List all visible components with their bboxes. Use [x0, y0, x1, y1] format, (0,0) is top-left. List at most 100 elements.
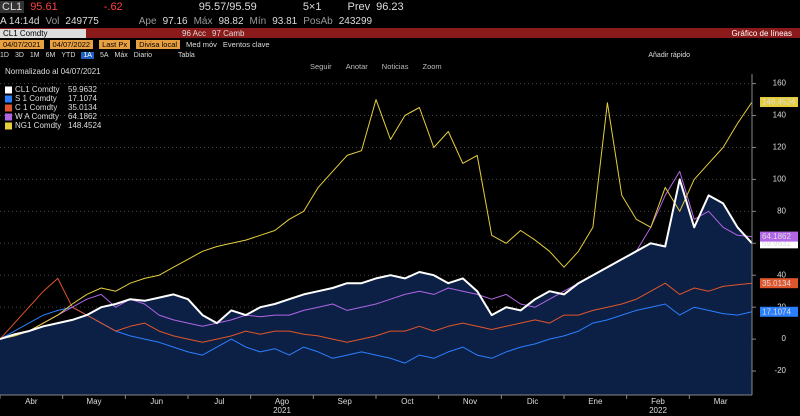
period[interactable]: 1D [0, 51, 9, 59]
x-tick-label: Dic [527, 397, 539, 406]
period[interactable]: 3D [14, 51, 24, 59]
value-box [760, 238, 798, 249]
value-box [760, 278, 798, 289]
x-group-label: 2022 [649, 406, 667, 415]
frequency[interactable]: Diario [133, 51, 153, 59]
bid-ask: 95.57/95.59 [198, 1, 257, 13]
period[interactable]: 1A [81, 51, 94, 59]
title-bar: CL1 Comdty 96 Acc 97 Camb Gráfico de lín… [0, 28, 800, 38]
value-box [760, 306, 798, 317]
y-tick-label: -20 [774, 366, 786, 375]
chart-type: Gráfico de líneas [731, 28, 792, 38]
legend-value: 64.1862 [68, 112, 97, 121]
field[interactable]: Last Px [99, 39, 131, 49]
open-label: Ape [138, 15, 157, 27]
x-tick-label: Ene [588, 397, 603, 406]
legend-title: Último precio [14, 76, 61, 85]
y-tick-label: 100 [773, 175, 787, 184]
legend-value: 35.0134 [68, 103, 97, 112]
quote-row: CL1 95.61 -.62 95.57/95.59 5×1 Prev 96.2… [0, 0, 800, 14]
y-tick-label: 0 [782, 334, 787, 343]
x-tick-label: Abr [25, 397, 38, 406]
quick-add[interactable]: Añadir rápido [648, 51, 690, 59]
events[interactable]: Eventos clave [222, 39, 270, 49]
currency[interactable]: Divisa local [136, 39, 181, 49]
legend-label: CL1 Comdty [15, 85, 59, 94]
change: -.62 [103, 1, 123, 13]
value-box [760, 231, 798, 242]
value-box [760, 97, 798, 108]
prev: 96.23 [376, 1, 404, 13]
tool[interactable]: Anotar [345, 61, 368, 71]
legend-value: 148.4524 [68, 121, 102, 130]
tool-row: Seguir Anotar Noticias Zoom [0, 61, 800, 71]
plot [0, 74, 753, 395]
vol-label: Vol [45, 15, 60, 27]
x-tick-label: Nov [463, 397, 477, 406]
high-label: Máx [193, 15, 213, 27]
value-label: 17.1074 [762, 307, 791, 316]
prev-label: Prev [347, 1, 371, 13]
plot-bg [0, 74, 752, 395]
period-row: 1D 3D 1M 6M YTD 1A 5A Máx Diario Tabla Añadir rápi… [0, 50, 800, 60]
start-date[interactable]: 04/07/2021 [0, 39, 44, 49]
y-tick-label: 120 [773, 143, 787, 152]
value-label: 64.1862 [762, 232, 791, 241]
series-line [0, 277, 753, 343]
settings-row: 04/07/2021 04/07/2022 Last Px Divisa loc… [0, 39, 800, 49]
legend-value: 17.1074 [68, 94, 97, 103]
period[interactable]: YTD [61, 51, 76, 59]
ticker: CL1 [0, 1, 25, 13]
security[interactable]: CL1 Comdty [0, 28, 86, 38]
y-tick-label: 40 [777, 270, 786, 279]
period[interactable]: Máx [114, 51, 128, 59]
tool[interactable]: Zoom [422, 61, 442, 71]
moving-avg[interactable]: Med móv [186, 39, 217, 49]
end-date[interactable]: 04/07/2022 [49, 39, 94, 49]
x-tick-label: Jun [150, 397, 163, 406]
legend-swatch [5, 113, 12, 121]
value-label: 59.9632 [762, 239, 791, 248]
low: 93.81 [272, 15, 298, 27]
change-menu[interactable]: 97 Camb [212, 28, 245, 38]
x-tick-label: Feb [651, 397, 665, 406]
period[interactable]: 1M [29, 51, 40, 59]
legend-label: C 1 Comdty [15, 103, 57, 112]
series-line [0, 99, 753, 340]
legend-swatch [5, 95, 12, 103]
series-line [0, 178, 753, 341]
actions[interactable]: 96 Acc [182, 28, 207, 38]
y-tick-label: 20 [777, 302, 786, 311]
x-tick-label: May [86, 397, 101, 406]
vol: 249775 [65, 15, 99, 27]
x-tick-label: Ago [275, 397, 290, 406]
y-tick-label: 60 [777, 238, 786, 247]
table[interactable]: Tabla [178, 51, 195, 59]
period[interactable]: 5A [99, 51, 109, 59]
legend-swatch [5, 86, 12, 94]
low-label: Mín [249, 15, 267, 27]
y-tick-label: 140 [773, 111, 787, 120]
legend-value: 59.9632 [68, 85, 97, 94]
last: 95.61 [30, 1, 58, 13]
stats-row: A 14:14d Vol 249775 Ape 97.16 Máx 98.82 Mín… [0, 14, 800, 28]
size: 5×1 [302, 1, 322, 13]
tool[interactable]: Seguir [310, 61, 332, 71]
value-label: 35.0134 [762, 279, 791, 288]
x-tick-label: Mar [714, 397, 728, 406]
value-label: 148.4524 [762, 98, 796, 107]
legend-label: W A Comdty [15, 112, 59, 121]
time: A 14:14d [0, 15, 40, 27]
period[interactable]: 6M [45, 51, 56, 59]
oi-label: PosAb [303, 15, 333, 27]
series-line [0, 170, 753, 340]
y-tick-label: 160 [773, 79, 787, 88]
x-group-label: 2021 [273, 406, 291, 415]
legend-label: NG1 Comdty [15, 121, 61, 130]
series-line [0, 303, 753, 364]
tool[interactable]: Noticias [381, 61, 409, 71]
y-tick-label: 80 [777, 206, 786, 215]
x-tick-label: Sep [338, 397, 353, 406]
